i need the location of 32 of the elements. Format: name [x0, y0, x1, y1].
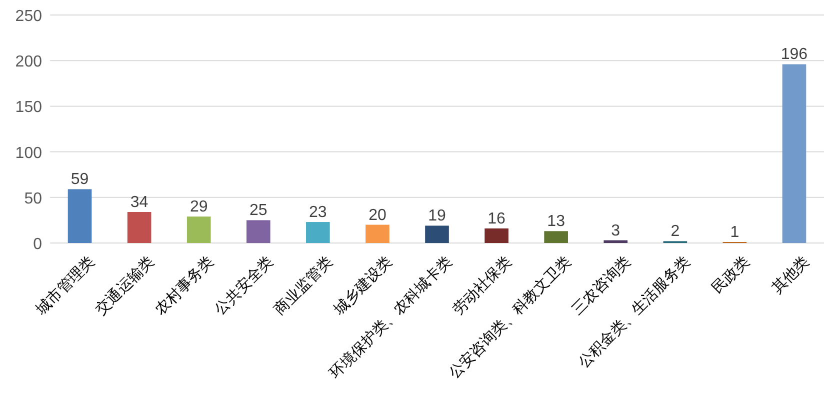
- bar: [782, 64, 806, 243]
- data-label: 20: [368, 206, 386, 224]
- data-label: 1: [730, 224, 740, 242]
- data-label: 3: [611, 222, 620, 240]
- x-tick-label: 其他类: [768, 253, 812, 298]
- y-tick-label: 150: [15, 99, 42, 116]
- data-label: 196: [780, 46, 808, 64]
- x-tick-label: 民政类: [709, 253, 753, 298]
- data-label: 2: [670, 223, 680, 240]
- data-label: 23: [309, 204, 327, 222]
- bar: [127, 212, 152, 243]
- data-label: 13: [547, 213, 566, 230]
- y-tick-label: 200: [15, 54, 42, 71]
- data-label: 16: [488, 210, 506, 228]
- y-tick-label: 250: [15, 8, 42, 25]
- bar: [544, 231, 568, 243]
- data-label: 25: [249, 202, 268, 220]
- y-tick-label: 100: [15, 144, 42, 162]
- data-label: 29: [190, 198, 208, 216]
- y-tick-label: 0: [33, 236, 42, 253]
- bar: [366, 224, 390, 243]
- data-label: 19: [428, 208, 446, 225]
- data-label: 59: [70, 171, 89, 188]
- bar: [604, 240, 628, 243]
- bar: [186, 216, 211, 243]
- bar: [246, 220, 270, 243]
- bar: [425, 226, 449, 243]
- data-label: 34: [130, 194, 148, 211]
- bar: [306, 222, 330, 243]
- bar: [68, 189, 92, 243]
- bar: [484, 228, 508, 243]
- y-tick-label: 50: [24, 190, 42, 208]
